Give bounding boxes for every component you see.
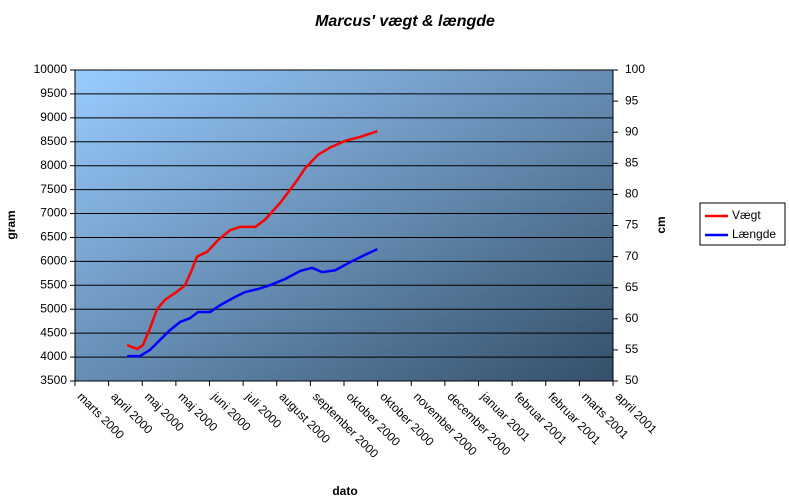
y2-tick-label: 55 — [625, 342, 639, 356]
y2-tick-label: 90 — [625, 124, 639, 138]
series-line — [127, 248, 378, 358]
y-tick-label: 7500 — [40, 182, 67, 196]
y-tick-label: 10000 — [34, 62, 68, 76]
x-axis-title: dato — [332, 484, 357, 498]
y-tick-label: 4000 — [40, 349, 67, 363]
y2-tick-label: 65 — [625, 280, 639, 294]
y-tick-label: 9000 — [40, 110, 67, 124]
y-tick-label: 4500 — [40, 325, 67, 339]
y2-tick-label: 60 — [625, 311, 639, 325]
y2-tick-label: 85 — [625, 155, 639, 169]
y-tick-label: 5500 — [40, 277, 67, 291]
y-tick-label: 6500 — [40, 230, 67, 244]
y2-tick-label: 95 — [625, 93, 639, 107]
y2-tick-label: 80 — [625, 187, 639, 201]
y-tick-label: 8000 — [40, 158, 67, 172]
y2-tick-label: 70 — [625, 249, 639, 263]
y-tick-label: 3500 — [40, 373, 67, 387]
y2-tick-label: 50 — [625, 373, 639, 387]
legend — [699, 202, 786, 246]
legend-label: Længde — [732, 227, 776, 241]
y-tick-label: 8500 — [40, 134, 67, 148]
y-tick-label: 7000 — [40, 206, 67, 220]
plot-area — [75, 70, 613, 381]
y-axis-title: gram — [4, 210, 18, 239]
y2-axis-title: cm — [654, 216, 668, 233]
chart-title: Marcus' vægt & længde — [315, 13, 495, 30]
y-tick-label: 6000 — [40, 254, 67, 268]
y2-tick-label: 75 — [625, 218, 639, 232]
y-tick-label: 5000 — [40, 301, 67, 315]
plot-border — [74, 69, 614, 382]
y2-tick-label: 100 — [625, 62, 645, 76]
series-line — [126, 130, 378, 351]
y-tick-label: 9500 — [40, 86, 67, 100]
legend-label: Vægt — [732, 208, 761, 222]
